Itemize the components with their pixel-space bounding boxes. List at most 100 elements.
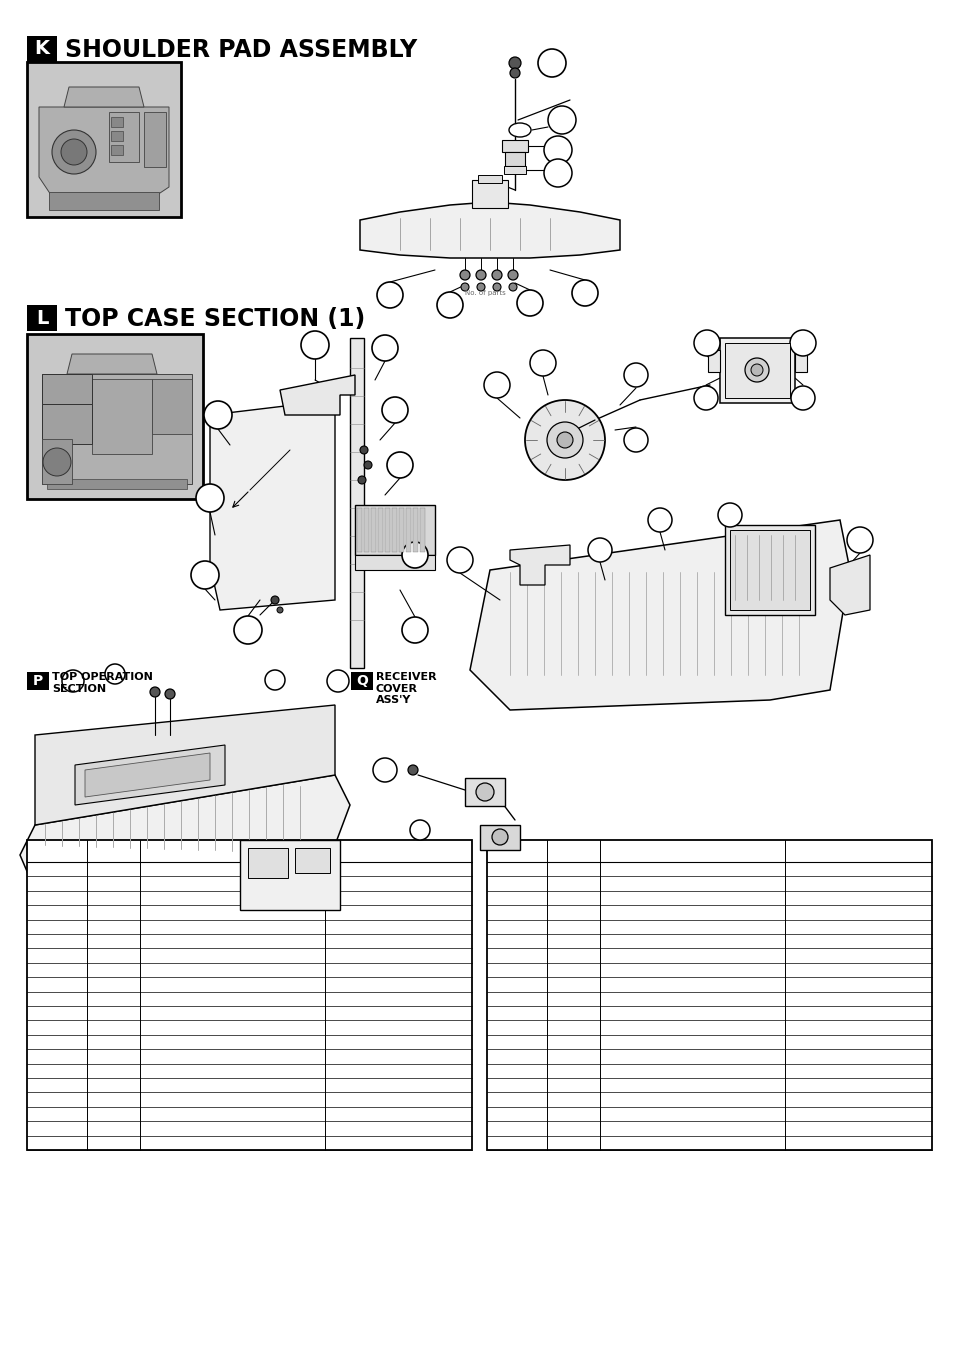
- Polygon shape: [470, 520, 849, 711]
- Bar: [724, 343, 789, 399]
- Circle shape: [507, 270, 517, 280]
- Circle shape: [537, 49, 565, 77]
- Bar: [240, 840, 339, 911]
- Bar: [392, 508, 396, 553]
- Bar: [248, 848, 288, 878]
- Bar: [707, 350, 720, 372]
- Circle shape: [376, 282, 402, 308]
- Text: K: K: [34, 39, 50, 58]
- Bar: [49, 192, 159, 209]
- Circle shape: [572, 280, 598, 305]
- Circle shape: [373, 758, 396, 782]
- Bar: [398, 508, 403, 553]
- Circle shape: [524, 400, 604, 480]
- Ellipse shape: [509, 123, 531, 136]
- Bar: [356, 508, 361, 553]
- Bar: [294, 848, 330, 873]
- Bar: [464, 778, 504, 807]
- Polygon shape: [829, 555, 869, 615]
- Bar: [27, 671, 49, 690]
- Circle shape: [401, 617, 428, 643]
- Circle shape: [436, 292, 462, 317]
- Bar: [503, 166, 525, 174]
- Circle shape: [557, 432, 573, 449]
- Circle shape: [547, 105, 576, 134]
- Polygon shape: [67, 354, 157, 374]
- Circle shape: [327, 670, 349, 692]
- Circle shape: [381, 397, 408, 423]
- Circle shape: [543, 136, 572, 163]
- Bar: [794, 350, 806, 372]
- Circle shape: [517, 290, 542, 316]
- Bar: [377, 508, 382, 553]
- Circle shape: [790, 386, 814, 409]
- Bar: [27, 62, 181, 218]
- Circle shape: [718, 503, 741, 527]
- Bar: [109, 112, 139, 162]
- Circle shape: [476, 282, 484, 290]
- Circle shape: [401, 542, 428, 567]
- Text: RECEIVER
COVER
ASS'Y: RECEIVER COVER ASS'Y: [375, 671, 436, 705]
- Circle shape: [265, 670, 285, 690]
- Bar: [144, 112, 166, 168]
- Circle shape: [359, 446, 368, 454]
- Bar: [472, 180, 507, 208]
- Bar: [111, 131, 123, 141]
- Bar: [364, 508, 369, 553]
- Circle shape: [846, 527, 872, 553]
- Text: SHOULDER PAD ASSEMBLY: SHOULDER PAD ASSEMBLY: [65, 38, 416, 62]
- Circle shape: [546, 422, 582, 458]
- Polygon shape: [359, 203, 619, 258]
- Circle shape: [357, 476, 366, 484]
- Circle shape: [372, 335, 397, 361]
- Circle shape: [459, 270, 470, 280]
- Circle shape: [204, 401, 232, 430]
- Circle shape: [493, 282, 500, 290]
- Circle shape: [43, 449, 71, 476]
- Bar: [720, 338, 794, 403]
- Bar: [724, 526, 814, 615]
- Bar: [152, 380, 192, 434]
- Circle shape: [647, 508, 671, 532]
- Text: L: L: [36, 308, 49, 327]
- Bar: [479, 825, 519, 850]
- Polygon shape: [85, 753, 210, 797]
- Bar: [477, 176, 501, 182]
- Polygon shape: [75, 744, 225, 805]
- Bar: [355, 555, 435, 570]
- Bar: [729, 530, 809, 611]
- Circle shape: [150, 688, 160, 697]
- Circle shape: [233, 616, 262, 644]
- Bar: [47, 480, 187, 489]
- Text: No. of parts: No. of parts: [464, 290, 505, 296]
- Text: Q: Q: [355, 674, 368, 688]
- Circle shape: [789, 330, 815, 357]
- Circle shape: [744, 358, 768, 382]
- Bar: [27, 36, 57, 62]
- Circle shape: [492, 270, 501, 280]
- Bar: [42, 374, 91, 404]
- Bar: [486, 840, 931, 1150]
- Bar: [42, 404, 91, 444]
- Circle shape: [492, 830, 507, 844]
- Bar: [413, 508, 417, 553]
- Circle shape: [509, 57, 520, 69]
- Circle shape: [364, 461, 372, 469]
- Circle shape: [476, 784, 494, 801]
- Circle shape: [61, 139, 87, 165]
- Circle shape: [301, 331, 329, 359]
- Text: TOP CASE SECTION (1): TOP CASE SECTION (1): [65, 307, 365, 331]
- Circle shape: [693, 386, 718, 409]
- Circle shape: [191, 561, 219, 589]
- Circle shape: [271, 596, 278, 604]
- Circle shape: [387, 453, 413, 478]
- Bar: [419, 508, 424, 553]
- Circle shape: [447, 547, 473, 573]
- Circle shape: [530, 350, 556, 376]
- Circle shape: [476, 270, 485, 280]
- Circle shape: [195, 484, 224, 512]
- Bar: [501, 141, 527, 153]
- Polygon shape: [64, 86, 144, 107]
- Bar: [504, 153, 524, 166]
- Text: P: P: [32, 674, 43, 688]
